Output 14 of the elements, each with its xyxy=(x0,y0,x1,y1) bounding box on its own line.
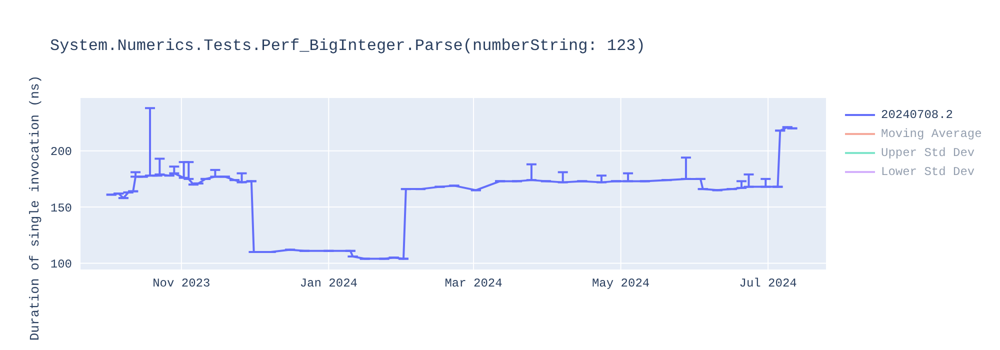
y-axis-title: Duration of single invocation (ns) xyxy=(28,75,42,341)
y-tick-label: 200 xyxy=(50,145,72,160)
chart-title: System.Numerics.Tests.Perf_BigInteger.Parse(numberString: 123) xyxy=(50,37,646,55)
legend-label: Upper Std Dev xyxy=(881,146,975,160)
legend-label: Moving Average xyxy=(881,126,982,140)
x-tick-label: Jul 2024 xyxy=(739,276,797,291)
y-tick-label: 100 xyxy=(50,258,72,272)
legend-label: 20240708.2 xyxy=(881,108,954,122)
legend-label: Lower Std Dev xyxy=(881,164,975,178)
x-tick-label: Mar 2024 xyxy=(444,276,502,291)
y-tick-label: 150 xyxy=(50,201,72,216)
x-tick-label: May 2024 xyxy=(592,276,650,291)
x-tick-label: Jan 2024 xyxy=(300,276,358,291)
x-tick-label: Nov 2023 xyxy=(152,276,210,291)
